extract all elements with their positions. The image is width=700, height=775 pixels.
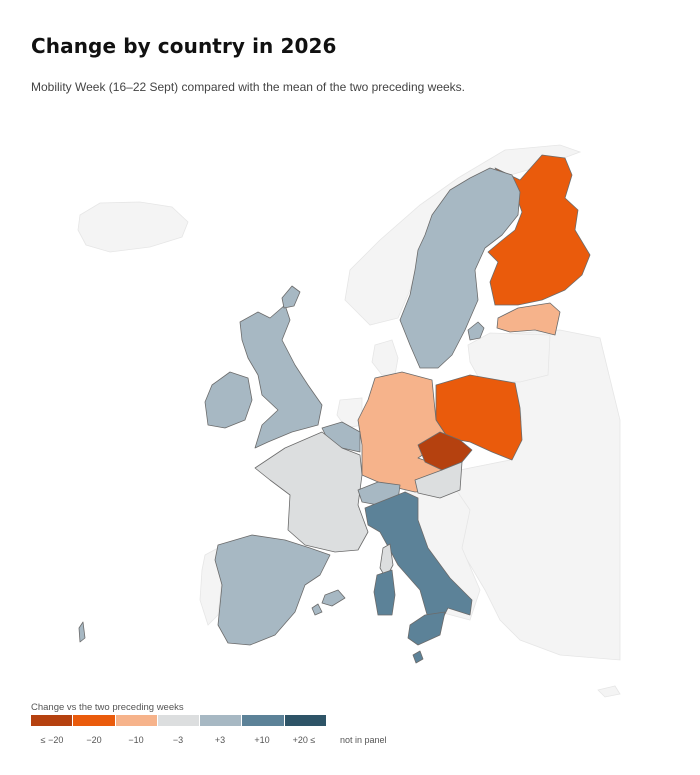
country-azores[interactable] <box>78 621 86 643</box>
country-estonia[interactable] <box>496 302 561 336</box>
country-sicily-islet[interactable] <box>412 650 424 664</box>
background-land <box>77 144 621 698</box>
page-title: Change by country in 2026 <box>31 34 337 58</box>
legend-tick-not-in-panel: not in panel <box>340 735 387 745</box>
panel-countries <box>78 154 591 664</box>
country-sweden[interactable] <box>399 167 521 369</box>
country-france[interactable] <box>254 431 369 553</box>
legend-tick-1: ≤ −20 <box>40 735 64 745</box>
legend-tick-5: +3 <box>214 735 226 745</box>
bg-denmark <box>371 339 399 376</box>
bg-iceland <box>77 201 189 253</box>
country-ireland[interactable] <box>204 371 253 429</box>
bg-baltics <box>467 332 551 383</box>
country-sicily[interactable] <box>407 611 446 646</box>
country-gotland[interactable] <box>467 321 485 341</box>
country-balearics[interactable] <box>321 589 346 607</box>
legend-swatch-5 <box>200 715 242 726</box>
legend-swatch-3 <box>115 715 157 726</box>
country-united-kingdom[interactable] <box>239 304 323 449</box>
legend-swatch-2 <box>73 715 115 726</box>
country-sardinia[interactable] <box>373 569 396 616</box>
legend-swatch-1 <box>31 715 73 726</box>
country-spain[interactable] <box>214 534 331 646</box>
country-austria[interactable] <box>414 461 463 499</box>
legend-swatch-4 <box>157 715 200 726</box>
bg-netherlands <box>336 397 363 429</box>
page-subtitle: Mobility Week (16–22 Sept) compared with… <box>31 80 466 94</box>
legend-tick-6: +10 <box>254 735 270 745</box>
legend-tick-7: +20 ≤ <box>292 735 316 745</box>
country-finland[interactable] <box>487 154 591 306</box>
legend-ticks: ≤ −20 −20 −10 −3 +3 +10 +20 ≤ not in pan… <box>31 735 411 749</box>
country-balearics-2[interactable] <box>311 603 323 616</box>
legend-color-bar <box>31 715 327 726</box>
country-scotland-islands[interactable] <box>281 285 301 309</box>
bg-cyprus <box>597 685 621 698</box>
europe-map <box>77 144 621 698</box>
legend-tick-3: −10 <box>128 735 144 745</box>
country-czechia[interactable] <box>417 431 473 471</box>
legend-tick-4: −3 <box>172 735 184 745</box>
legend-tick-2: −20 <box>86 735 102 745</box>
legend-swatch-6 <box>242 715 284 726</box>
legend-title: Change vs the two preceding weeks <box>31 702 184 713</box>
legend-swatch-7 <box>284 715 327 726</box>
